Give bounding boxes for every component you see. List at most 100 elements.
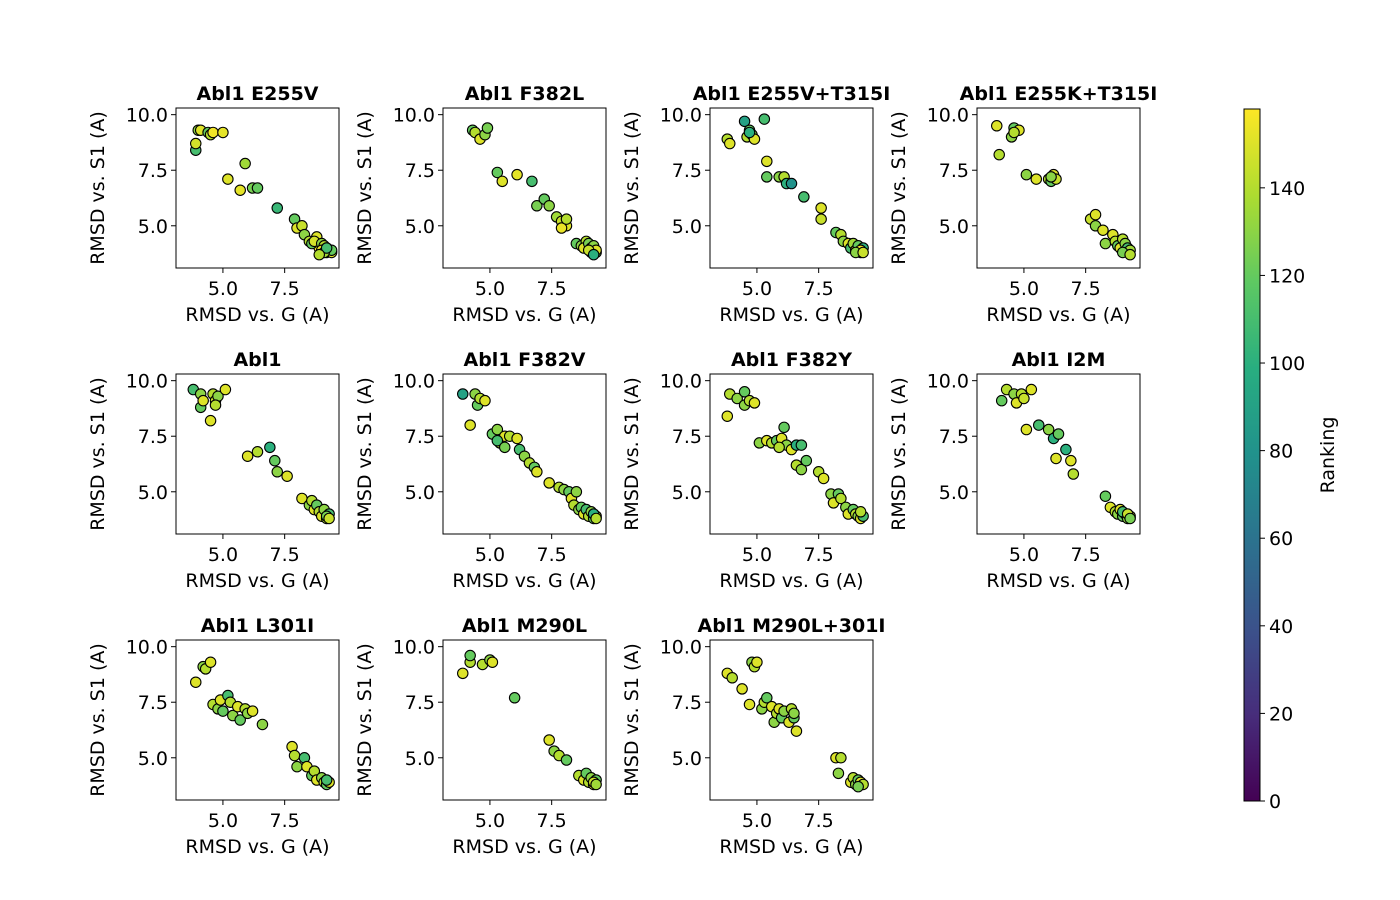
y-tick-label: 10.0: [927, 105, 969, 127]
data-point: [570, 486, 583, 498]
data-point: [800, 454, 813, 467]
x-tick-label: 7.5: [537, 810, 567, 832]
colorbar-tick-label: 80: [1269, 441, 1293, 463]
data-point: [1067, 468, 1080, 480]
x-tick-label: 5.0: [475, 278, 505, 300]
data-point: [560, 213, 573, 225]
colorbar-tick-label: 140: [1269, 178, 1305, 200]
y-tick-label: 10.0: [660, 105, 702, 127]
data-point: [197, 394, 209, 407]
data-point: [587, 248, 600, 261]
y-tick-label: 10.0: [126, 105, 168, 127]
data-point: [790, 725, 803, 737]
y-tick-label: 5.0: [672, 216, 702, 238]
y-tick-label: 5.0: [405, 748, 435, 770]
subplot-title: Abl1: [233, 349, 281, 371]
colorbar-tick-label: 60: [1269, 528, 1293, 550]
data-point: [1065, 454, 1077, 467]
data-point: [795, 439, 808, 451]
axes-frame: [442, 373, 607, 535]
data-point: [1025, 383, 1038, 396]
y-axis-label: RMSD vs. S1 (A): [888, 377, 910, 531]
y-axis-label: RMSD vs. S1 (A): [621, 111, 643, 265]
colorbar-tick-label: 0: [1269, 791, 1281, 813]
y-tick-label: 10.0: [126, 371, 168, 393]
y-tick-label: 7.5: [405, 426, 435, 448]
subplot: Abl1 F382L 5.0 7.5 10.0 5.0 7.5 RMSD vs. G (A)…: [354, 83, 607, 326]
data-point: [993, 148, 1005, 161]
data-point: [543, 477, 555, 489]
x-tick-label: 5.0: [1009, 544, 1039, 566]
data-point: [271, 466, 284, 478]
data-point: [761, 692, 773, 704]
y-tick-label: 5.0: [138, 748, 168, 770]
data-point: [995, 394, 1008, 407]
subplot-title: Abl1 F382L: [465, 83, 584, 105]
data-point: [511, 168, 523, 181]
x-axis-label: RMSD vs. G (A): [452, 570, 596, 592]
data-point: [555, 222, 568, 234]
x-tick-label: 5.0: [475, 810, 505, 832]
y-tick-label: 7.5: [138, 692, 168, 714]
subplot: Abl1 5.0 7.5 10.0 5.0 7.5 RMSD vs. G (A) RMSD v…: [87, 349, 340, 592]
data-point: [773, 441, 785, 454]
data-point: [817, 472, 830, 485]
data-point: [1018, 392, 1030, 405]
data-point: [798, 191, 810, 203]
data-point: [721, 410, 734, 422]
data-point: [498, 441, 511, 454]
x-axis-label: RMSD vs. G (A): [452, 304, 596, 326]
data-point: [738, 115, 751, 128]
y-tick-label: 7.5: [672, 426, 702, 448]
data-point: [1089, 208, 1102, 221]
subplot: Abl1 E255K+T315I 5.0 7.5 10.0 5.0 7.5 RMSD vs.…: [888, 83, 1157, 326]
axes-frame: [709, 373, 874, 535]
data-point: [496, 175, 509, 188]
axes-frame: [976, 107, 1141, 269]
subplot-title: Abl1 E255K+T315I: [960, 83, 1158, 105]
y-tick-label: 10.0: [393, 371, 435, 393]
x-tick-label: 5.0: [742, 810, 772, 832]
data-point: [491, 434, 504, 447]
axes-frame: [175, 639, 340, 801]
y-tick-label: 5.0: [405, 216, 435, 238]
data-point: [991, 120, 1003, 132]
data-point: [835, 492, 847, 505]
axes-frame: [175, 373, 340, 535]
data-point: [219, 383, 232, 396]
subplot: Abl1 F382Y 5.0 7.5 10.0 5.0 7.5 RMSD vs. G (A)…: [621, 349, 874, 592]
subplot: Abl1 E255V 5.0 7.5 10.0 5.0 7.5 RMSD vs. G (A)…: [87, 83, 340, 326]
data-point: [1060, 443, 1072, 456]
colorbar: 0 20 40 60 80 100 120 140 Ranking: [1243, 108, 1339, 813]
y-tick-label: 10.0: [660, 637, 702, 659]
axes-frame: [709, 639, 874, 801]
data-point: [761, 171, 773, 183]
data-point: [835, 752, 847, 764]
data-point: [508, 692, 521, 704]
data-point: [761, 155, 773, 168]
x-axis-label: RMSD vs. G (A): [452, 836, 596, 858]
data-point: [748, 397, 761, 409]
data-point: [1032, 419, 1045, 431]
data-point: [320, 774, 333, 786]
y-axis-label: RMSD vs. S1 (A): [87, 377, 109, 531]
y-tick-label: 10.0: [126, 637, 168, 659]
subplot-title: Abl1 M290L: [462, 615, 587, 637]
y-tick-label: 7.5: [405, 160, 435, 182]
data-point: [526, 175, 538, 188]
y-tick-label: 5.0: [672, 482, 702, 504]
data-point: [1008, 126, 1020, 139]
subplot: Abl1 M290L 5.0 7.5 10.0 5.0 7.5 RMSD vs. G (A)…: [354, 615, 607, 858]
y-axis-label: RMSD vs. S1 (A): [87, 643, 109, 797]
subplot-grid: Abl1 E255V 5.0 7.5 10.0 5.0 7.5 RMSD vs. G (A)…: [87, 83, 1157, 858]
y-axis-label: RMSD vs. S1 (A): [354, 377, 376, 531]
data-point: [1099, 490, 1112, 502]
data-point: [543, 734, 555, 746]
data-point: [743, 126, 756, 139]
subplot: Abl1 M290L+301I 5.0 7.5 10.0 5.0 7.5 RMSD vs. …: [621, 615, 885, 858]
y-tick-label: 10.0: [927, 371, 969, 393]
x-axis-label: RMSD vs. G (A): [185, 836, 329, 858]
x-tick-label: 5.0: [1009, 278, 1039, 300]
data-point: [758, 113, 771, 125]
data-point: [241, 450, 254, 462]
